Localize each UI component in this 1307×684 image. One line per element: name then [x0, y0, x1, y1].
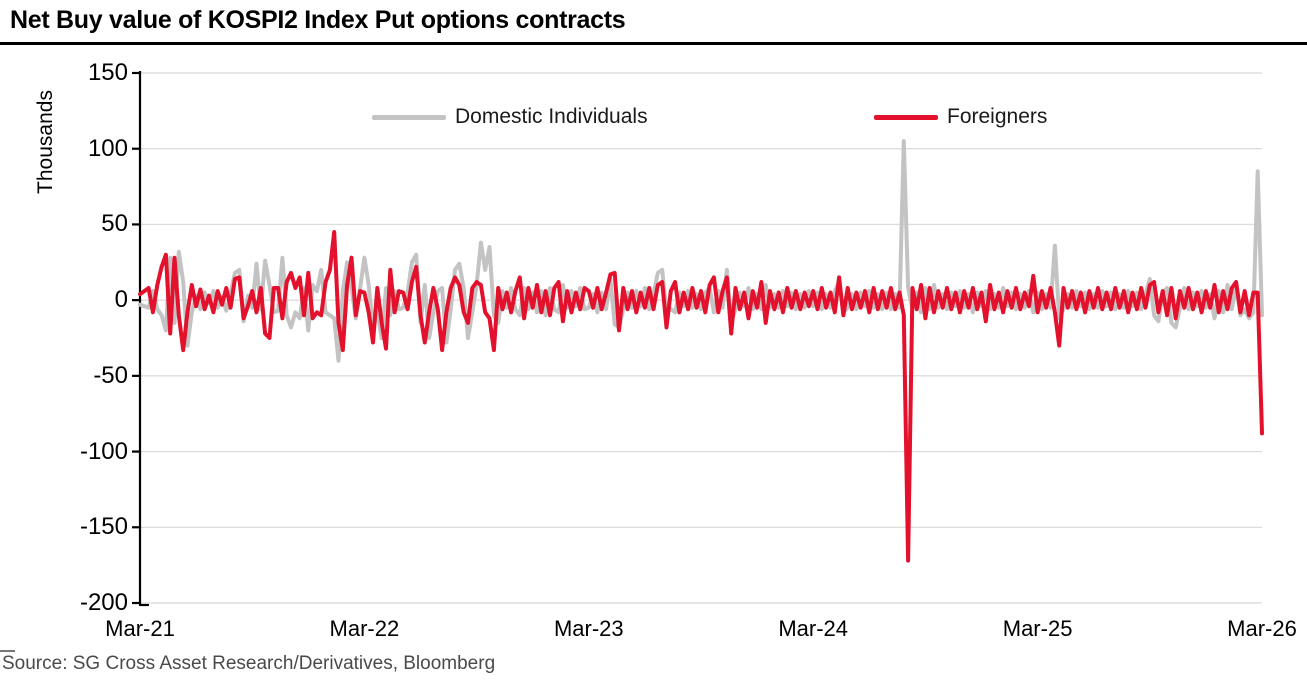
legend-item-domestic-individuals: Domestic Individuals — [372, 105, 648, 129]
legend-label-foreigners: Foreigners — [947, 105, 1048, 128]
y-tick-label: -200 — [79, 589, 128, 616]
chart-title-bar: Net Buy value of KOSPI2 Index Put option… — [0, 0, 1307, 45]
y-tick-label: 0 — [114, 286, 128, 314]
chart-title: Net Buy value of KOSPI2 Index Put option… — [10, 6, 626, 34]
y-tick-label: 150 — [87, 59, 128, 86]
legend-item-foreigners: Foreigners — [874, 105, 1047, 129]
source-divider — [0, 650, 15, 652]
x-tick-label: Mar-25 — [1002, 616, 1073, 641]
source-note: Source: SG Cross Asset Research/Derivati… — [2, 653, 496, 674]
x-tick-label: Mar-21 — [105, 616, 175, 641]
y-tick-label: 50 — [101, 210, 128, 238]
x-tick-label: Mar-24 — [778, 616, 849, 641]
y-tick-label: 100 — [87, 134, 128, 162]
series-line-foreigners — [138, 230, 1264, 563]
x-tick-label: Mar-26 — [1227, 616, 1297, 641]
legend-label-domestic-individuals: Domestic Individuals — [455, 105, 648, 128]
y-tick-label: -50 — [93, 361, 128, 389]
legend-swatch-gray-line — [372, 114, 446, 120]
x-tick-label: Mar-23 — [553, 616, 624, 641]
legend-swatch-red-line — [874, 114, 938, 120]
y-tick-label: -100 — [79, 437, 128, 465]
series-line-domestic-individuals — [138, 139, 1264, 363]
y-tick-label: -150 — [79, 513, 128, 541]
x-tick-label: Mar-22 — [329, 616, 400, 641]
